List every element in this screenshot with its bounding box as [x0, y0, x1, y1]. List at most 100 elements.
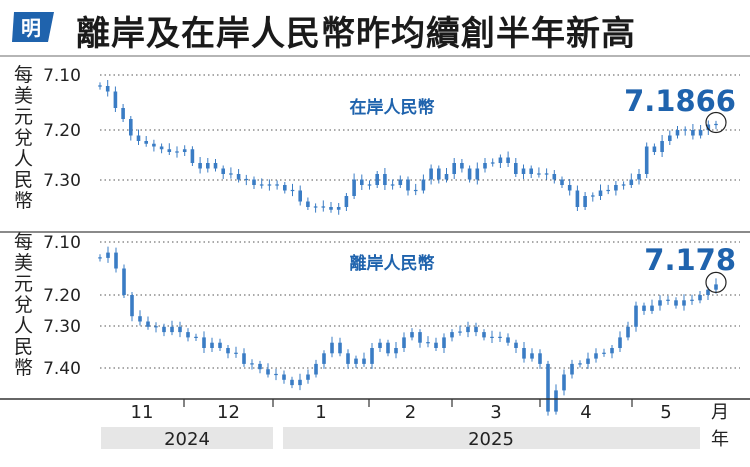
candle [322, 353, 326, 364]
page-title: 離岸及在岸人民幣昨均續創半年新高 [76, 14, 636, 54]
candle [421, 179, 426, 191]
candle [429, 168, 433, 180]
candle [575, 190, 580, 207]
candle [338, 342, 342, 354]
candle [242, 353, 246, 364]
candle [398, 179, 403, 185]
month-label: 4 [580, 402, 591, 423]
y-tick-label: 7.10 [43, 233, 81, 253]
candle [714, 123, 718, 126]
candle [466, 326, 470, 333]
candle [136, 135, 141, 141]
year-label: 2025 [468, 429, 514, 450]
title-divider [0, 55, 750, 57]
candle [537, 173, 541, 175]
month-label: 1 [315, 402, 326, 423]
candle [186, 332, 190, 338]
candle [213, 163, 218, 169]
y-tick-label: 7.20 [43, 121, 81, 141]
candle [290, 379, 294, 386]
candle [434, 342, 438, 348]
year-band-2025 [283, 427, 700, 449]
candle [467, 168, 472, 180]
candle [474, 326, 478, 333]
y-axis-label-char: 每 [14, 64, 33, 86]
y-axis-label-char: 人 [14, 315, 33, 337]
candle [306, 374, 310, 380]
candle [444, 174, 449, 180]
candle [314, 363, 318, 375]
candle [594, 353, 598, 359]
candle [98, 85, 102, 87]
candle [362, 358, 366, 364]
candle [275, 184, 279, 186]
month-label: 11 [131, 402, 154, 423]
candle [113, 91, 118, 108]
candle [483, 163, 487, 169]
y-axis-label-char: 每 [14, 231, 33, 253]
month-label: 12 [217, 402, 240, 423]
candle [490, 162, 495, 164]
candle [274, 373, 278, 376]
candle [406, 179, 410, 191]
candle [167, 149, 172, 152]
candle [668, 135, 672, 141]
candle [159, 146, 164, 150]
candle [660, 141, 664, 152]
candle [652, 146, 657, 152]
y-tick-label: 7.20 [43, 286, 81, 306]
candle [336, 207, 341, 210]
year-unit-label: 年 [711, 429, 729, 450]
candle [146, 321, 150, 327]
candle [298, 190, 302, 202]
candle [626, 326, 630, 338]
candle [394, 348, 398, 354]
candle [706, 124, 711, 130]
candle [352, 179, 356, 196]
candle [666, 299, 670, 301]
candle [714, 284, 718, 290]
candle [298, 379, 302, 386]
candle [475, 168, 480, 180]
candle [567, 185, 572, 191]
candle [244, 178, 249, 181]
candle [691, 130, 695, 136]
candle [226, 348, 230, 354]
candle [210, 342, 214, 348]
y-tick-label: 7.30 [43, 171, 81, 191]
candle [614, 185, 618, 191]
candle [570, 363, 574, 375]
current-value: 7.1866 [624, 84, 736, 118]
candle [490, 336, 494, 338]
candle [105, 86, 110, 92]
candle [698, 130, 703, 136]
candle [206, 163, 210, 169]
candle [122, 268, 126, 295]
candle [378, 342, 382, 348]
candle [386, 342, 390, 354]
candle [259, 184, 264, 186]
candle [706, 289, 710, 295]
candle [410, 332, 414, 338]
latest-point-marker [705, 271, 727, 293]
candle [229, 173, 233, 175]
candle [390, 184, 395, 186]
candle [138, 316, 142, 322]
candle [375, 174, 379, 185]
candle [634, 305, 638, 327]
candle [360, 179, 364, 185]
candle [418, 332, 422, 343]
candle [329, 207, 333, 210]
y-axis-label-char: 兌 [14, 294, 33, 316]
candle [267, 184, 272, 186]
candle [178, 326, 182, 333]
candle [560, 179, 564, 185]
candle [578, 363, 582, 365]
month-unit-label: 月 [711, 402, 729, 423]
y-axis-label-char: 民 [14, 169, 33, 191]
candle [498, 336, 502, 338]
candle [144, 141, 148, 144]
y-axis-label-char: 民 [14, 336, 33, 358]
newspaper-logo: 明 [12, 12, 54, 42]
candle [367, 184, 372, 186]
